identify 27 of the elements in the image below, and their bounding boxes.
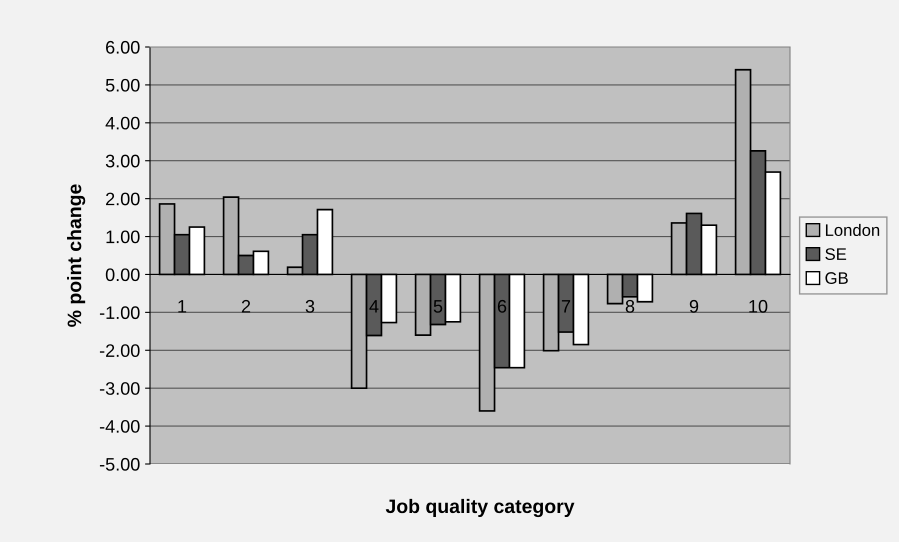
- legend-label: SE: [825, 248, 846, 260]
- y-tick-label: -4.00: [100, 420, 140, 433]
- y-tick-label: 1.00: [106, 230, 140, 244]
- x-tick-label: 8: [626, 300, 634, 313]
- legend-label: London: [826, 224, 880, 236]
- y-tick-label: -1.00: [100, 306, 140, 320]
- x-tick-label: 7: [562, 300, 570, 313]
- y-tick-label: -3.00: [100, 382, 140, 395]
- y-tick-label: 5.00: [106, 78, 140, 92]
- x-tick-label: 10: [749, 300, 768, 313]
- y-tick-label: 0.00: [106, 268, 140, 282]
- x-tick-label: 2: [242, 300, 250, 313]
- x-tick-label: 3: [306, 300, 314, 313]
- x-tick-label: 4: [369, 300, 378, 313]
- y-tick-label: 3.00: [106, 154, 140, 168]
- x-tick-label: 6: [498, 300, 506, 313]
- x-tick-label: 5: [434, 300, 442, 313]
- x-tick-label: 9: [690, 300, 698, 313]
- y-tick-label: 4.00: [106, 116, 140, 130]
- x-tick-label: 1: [178, 300, 186, 313]
- legend-label: GB: [825, 272, 848, 284]
- y-tick-label: 2.00: [106, 192, 140, 206]
- y-tick-label: -2.00: [100, 344, 140, 357]
- y-axis-title: % point change: [67, 184, 86, 327]
- y-tick-label: -5.00: [100, 458, 140, 471]
- y-tick-label: 6.00: [106, 40, 140, 54]
- x-axis-title: Job quality category: [386, 498, 574, 518]
